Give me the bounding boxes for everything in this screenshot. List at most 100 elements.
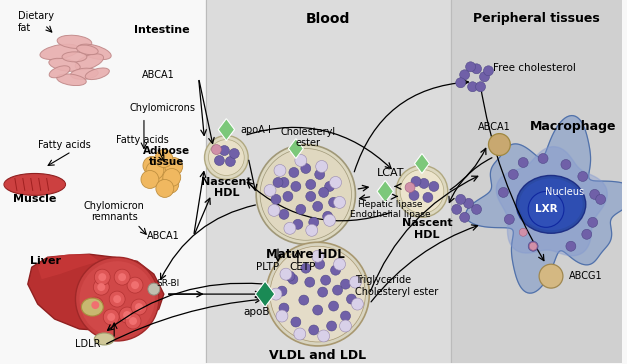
Circle shape xyxy=(268,204,280,216)
Polygon shape xyxy=(414,154,429,174)
Ellipse shape xyxy=(85,68,109,80)
Circle shape xyxy=(264,185,276,197)
Circle shape xyxy=(153,166,171,183)
Polygon shape xyxy=(377,181,393,202)
Circle shape xyxy=(288,274,298,284)
Circle shape xyxy=(93,279,109,295)
Text: LCAT: LCAT xyxy=(376,169,404,178)
Circle shape xyxy=(475,82,485,92)
Circle shape xyxy=(334,197,345,208)
Circle shape xyxy=(306,224,318,236)
Circle shape xyxy=(411,177,421,186)
Text: Liver: Liver xyxy=(30,256,61,266)
Circle shape xyxy=(429,181,439,191)
Circle shape xyxy=(466,62,475,72)
Ellipse shape xyxy=(75,54,103,70)
Circle shape xyxy=(87,297,103,313)
Circle shape xyxy=(306,179,316,189)
Circle shape xyxy=(271,194,281,204)
Circle shape xyxy=(508,170,519,179)
Circle shape xyxy=(561,159,571,170)
Polygon shape xyxy=(288,139,303,158)
Circle shape xyxy=(276,310,288,322)
Circle shape xyxy=(320,275,330,285)
Circle shape xyxy=(219,146,229,155)
Circle shape xyxy=(423,193,433,202)
Circle shape xyxy=(270,246,366,342)
Text: apoB: apoB xyxy=(243,307,270,317)
Circle shape xyxy=(163,169,181,186)
Circle shape xyxy=(299,295,308,305)
Circle shape xyxy=(340,311,350,321)
Circle shape xyxy=(349,276,361,288)
Text: Nascent
HDL: Nascent HDL xyxy=(402,218,452,240)
Text: VLDL and LDL: VLDL and LDL xyxy=(269,349,366,363)
Circle shape xyxy=(312,250,324,262)
Circle shape xyxy=(519,228,527,236)
Circle shape xyxy=(340,279,350,289)
Circle shape xyxy=(529,242,537,250)
Ellipse shape xyxy=(78,44,111,60)
Text: Fatty acids: Fatty acids xyxy=(115,135,168,145)
Circle shape xyxy=(103,309,119,325)
Circle shape xyxy=(498,187,508,197)
Circle shape xyxy=(283,191,293,201)
Circle shape xyxy=(460,70,470,80)
Ellipse shape xyxy=(4,175,66,193)
Circle shape xyxy=(332,285,342,295)
Polygon shape xyxy=(466,116,627,293)
Circle shape xyxy=(472,64,482,74)
Circle shape xyxy=(329,197,339,207)
Circle shape xyxy=(273,178,283,187)
Circle shape xyxy=(319,187,329,197)
Text: LXR: LXR xyxy=(535,204,557,214)
Circle shape xyxy=(419,178,429,189)
Ellipse shape xyxy=(519,178,582,230)
Circle shape xyxy=(456,194,466,204)
Circle shape xyxy=(284,222,296,234)
Text: Free cholesterol: Free cholesterol xyxy=(493,63,576,73)
Circle shape xyxy=(327,321,337,331)
Ellipse shape xyxy=(49,66,70,78)
Circle shape xyxy=(504,214,514,224)
Circle shape xyxy=(308,325,319,335)
Text: Chylomicron
remnants: Chylomicron remnants xyxy=(84,201,145,222)
Circle shape xyxy=(260,149,352,240)
Circle shape xyxy=(114,269,130,285)
Circle shape xyxy=(460,212,470,222)
Circle shape xyxy=(291,317,301,327)
Text: apoA-I: apoA-I xyxy=(240,124,271,135)
Ellipse shape xyxy=(76,45,98,55)
Circle shape xyxy=(289,167,299,178)
Circle shape xyxy=(129,317,137,325)
Circle shape xyxy=(405,182,415,193)
Circle shape xyxy=(294,328,306,340)
Text: Blood: Blood xyxy=(305,12,350,26)
Text: LDLR: LDLR xyxy=(75,339,100,349)
Ellipse shape xyxy=(62,52,87,62)
Circle shape xyxy=(519,158,528,167)
Circle shape xyxy=(308,217,319,227)
Circle shape xyxy=(274,165,286,177)
Circle shape xyxy=(318,330,330,342)
Polygon shape xyxy=(255,281,275,307)
Circle shape xyxy=(352,298,364,310)
Text: PLTP: PLTP xyxy=(256,262,280,272)
Circle shape xyxy=(578,171,587,181)
Circle shape xyxy=(165,158,182,175)
Circle shape xyxy=(75,257,159,341)
Circle shape xyxy=(301,163,311,174)
Circle shape xyxy=(279,209,289,219)
Circle shape xyxy=(293,219,303,229)
Text: Peripheral tissues: Peripheral tissues xyxy=(473,12,599,25)
Circle shape xyxy=(146,162,164,179)
Circle shape xyxy=(296,204,306,214)
Ellipse shape xyxy=(94,333,114,345)
Text: Dietary
fat: Dietary fat xyxy=(18,11,54,33)
Circle shape xyxy=(113,295,121,303)
Text: SR-BI: SR-BI xyxy=(157,278,180,288)
Circle shape xyxy=(118,273,126,281)
Circle shape xyxy=(313,305,323,315)
Circle shape xyxy=(229,149,240,158)
Circle shape xyxy=(396,166,448,217)
